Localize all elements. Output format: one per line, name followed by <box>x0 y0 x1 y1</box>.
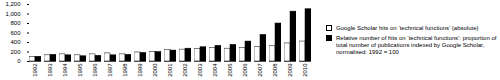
svg-text:2006: 2006 <box>242 63 248 77</box>
svg-text:1997: 1997 <box>107 63 113 77</box>
svg-text:1,000: 1,000 <box>5 11 21 17</box>
svg-text:2002: 2002 <box>182 63 188 77</box>
svg-text:2005: 2005 <box>227 63 233 77</box>
svg-text:2010: 2010 <box>302 63 308 77</box>
svg-text:1996: 1996 <box>92 63 98 77</box>
html-text:Google Scholar hits on ‘techni: Google Scholar hits on ‘technical functi… <box>336 24 479 31</box>
svg-text:1992: 1992 <box>32 63 38 77</box>
svg-text:1995: 1995 <box>77 63 83 77</box>
svg-text:2000: 2000 <box>152 63 158 77</box>
svg-text:2009: 2009 <box>287 63 293 77</box>
svg-text:400: 400 <box>10 39 21 45</box>
svg-text:2004: 2004 <box>212 63 218 77</box>
svg-text:1993: 1993 <box>47 63 53 77</box>
svg-text:2001: 2001 <box>167 63 173 77</box>
svg-text:1994: 1994 <box>62 63 68 77</box>
svg-text:2003: 2003 <box>197 63 203 77</box>
html-text:Relative number of hits on ‘te: Relative number of hits on ‘technical fu… <box>336 34 497 55</box>
svg-text:600: 600 <box>10 30 21 36</box>
svg-text:1998: 1998 <box>122 63 128 77</box>
svg-text:1,200: 1,200 <box>5 1 21 7</box>
svg-text:2007: 2007 <box>257 63 263 77</box>
svg-text:2008: 2008 <box>272 63 278 77</box>
svg-text:1999: 1999 <box>137 63 143 77</box>
svg-text:0: 0 <box>17 58 21 64</box>
svg-text:200: 200 <box>10 49 21 55</box>
svg-text:800: 800 <box>10 20 21 26</box>
